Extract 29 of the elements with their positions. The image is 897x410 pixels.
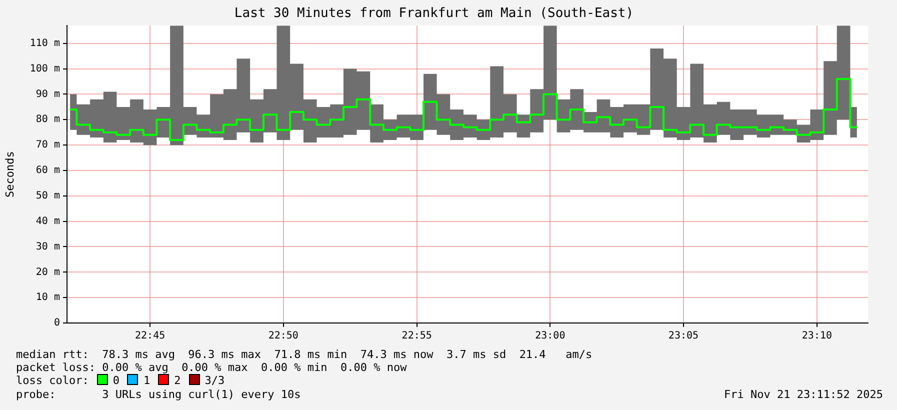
- y-tick-label: 60 m: [36, 165, 60, 176]
- text: packet loss: 0.00 % avg 0.00 % max 0.00 % min 0.00 % now: [16, 361, 407, 374]
- text: median rtt: 78.3 ms avg 96.3 ms max 71.8 ms min 74.3 ms now 3.7 ms sd 21.4 am/s: [16, 348, 592, 361]
- text: loss color:: [16, 374, 89, 387]
- text: Fri Nov 21 23:11:52 2025: [724, 388, 883, 401]
- x-tick-label: 22:55: [402, 330, 432, 342]
- x-tick-label: 22:45: [135, 330, 166, 342]
- text: 2: [174, 374, 181, 387]
- text: 1: [143, 374, 150, 387]
- y-tick-label: 20 m: [36, 266, 60, 278]
- text: probe: 3 URLs using curl(1) every 10s: [16, 388, 301, 401]
- y-tick-label: 40 m: [36, 216, 60, 227]
- chart-title: Last 30 Minutes from Frankfurt am Main (South-East): [234, 6, 634, 22]
- y-tick-label: 100 m: [30, 63, 60, 74]
- y-tick-label: 50 m: [36, 190, 60, 202]
- y-tick-label: 70 m: [36, 140, 60, 151]
- y-tick-label: 80 m: [36, 114, 60, 126]
- y-tick-label: 30 m: [36, 241, 60, 252]
- text: 3/3: [204, 374, 225, 387]
- y-axis-title: Seconds: [3, 151, 16, 198]
- x-tick-label: 22:50: [268, 330, 298, 342]
- y-tick-label: 90 m: [36, 88, 60, 100]
- text: 0: [112, 374, 120, 387]
- y-tick-label: 0: [54, 318, 60, 329]
- y-tick-label: 10 m: [36, 292, 60, 304]
- y-tick-label: 110 m: [30, 38, 60, 49]
- x-tick-label: 23:00: [535, 330, 566, 342]
- x-tick-label: 23:05: [668, 330, 699, 342]
- x-tick-label: 23:10: [802, 330, 832, 342]
